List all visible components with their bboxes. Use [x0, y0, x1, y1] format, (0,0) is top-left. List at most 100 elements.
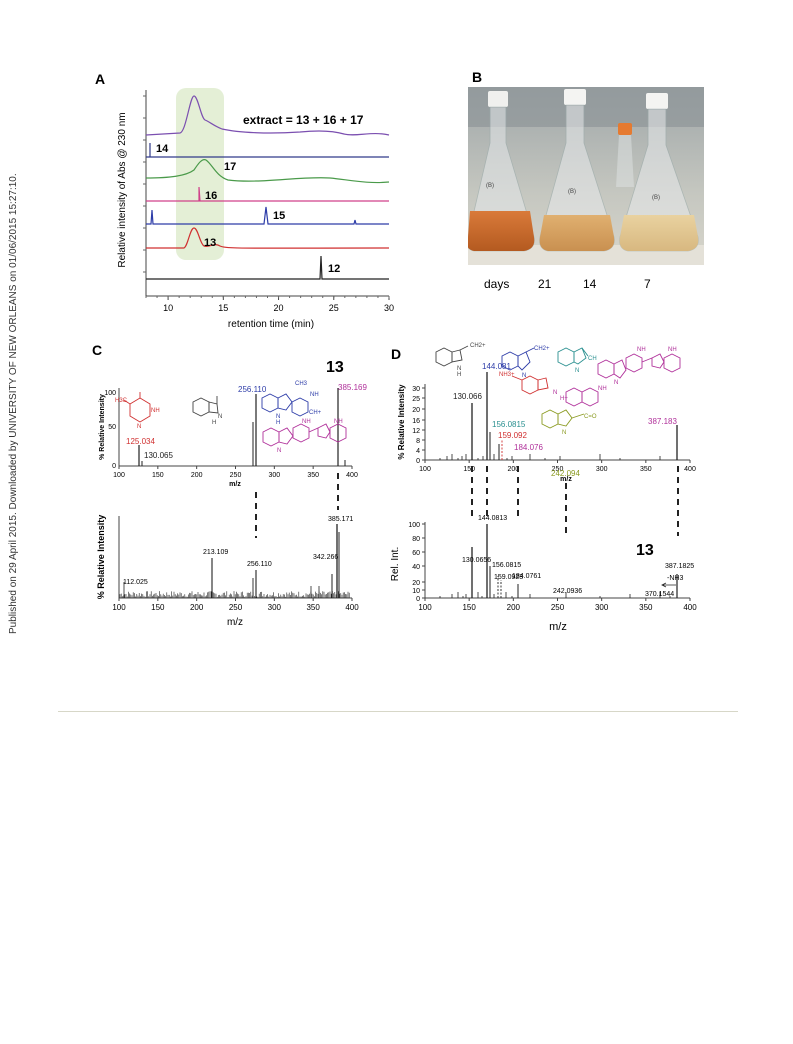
d-s1-ch: CH2+ [470, 343, 486, 349]
d-top-x-label-100: 100 [419, 466, 431, 473]
c-top-peak-label-125: 125.034 [126, 437, 155, 446]
c-top-x-label-200: 200 [191, 472, 203, 479]
a-xtick-label-10: 10 [163, 303, 173, 313]
d-top-minor-peaks [439, 454, 661, 460]
c-top-ytick-100: 100 [104, 390, 116, 397]
d-loss-label: -NH3 [667, 575, 683, 582]
side-download-note: Published on 29 April 2015. Downloaded b… [0, 0, 30, 1044]
y-axis-ticks [143, 95, 146, 273]
d-top-peak-label-156: 156.0815 [492, 420, 526, 429]
d-top-ytick-label-16: 16 [412, 418, 420, 425]
trace-17 [145, 159, 390, 184]
c-s4-nh: NH [302, 419, 311, 425]
c-bottom-xlabel: m/z [227, 617, 243, 628]
d-top-ytick-label-20: 20 [412, 407, 420, 414]
c-bottom-peak-label-256: 256.110 [247, 561, 272, 568]
d-top-ytick-label-12: 12 [412, 428, 420, 435]
d-s6-n: N [614, 380, 618, 386]
day-14: 14 [583, 277, 597, 291]
c-bottom-peak-label-342: 342.266 [313, 554, 338, 561]
retention-highlight [176, 88, 224, 260]
c-top-ytick-0: 0 [112, 463, 116, 470]
d-top-ytick-label-4: 4 [416, 448, 420, 455]
trace-label-16: 16 [205, 190, 217, 202]
d-top-ytick-label-8: 8 [416, 438, 420, 445]
panel-a: A 10 15 20 25 30 Relative intensity of Abs @… [95, 71, 394, 330]
d-top-peak-label-242: 242.094 [551, 469, 580, 478]
panel-a-label: A [95, 71, 105, 87]
flask-photo: (B) (B) (B) [468, 87, 704, 265]
c-bottom-ylabel: % Relative Intensity [96, 515, 106, 600]
trace-label-15: 15 [273, 210, 285, 222]
c-bottom-x-label-350: 350 [306, 603, 320, 612]
flask-1-note: (B) [486, 183, 494, 189]
d-bottom-peak-label-370: 370.1544 [645, 591, 674, 598]
d-bottom-ytick-label-80: 80 [412, 536, 420, 543]
day-7: 7 [644, 277, 651, 291]
y-axis-label: Relative intensity of Abs @ 230 nm [117, 112, 128, 267]
a-xtick-label-20: 20 [274, 303, 284, 313]
d-bottom-ylabel: Rel. Int. [390, 547, 401, 581]
x-axis-ticks: 10 15 20 25 30 [145, 296, 394, 313]
d-bottom-x-label-350: 350 [639, 603, 653, 612]
d-bottom-peak-label-184: 184.0761 [512, 573, 541, 580]
flask-14-days: (B) [539, 89, 615, 252]
c-top-ytick-50: 50 [108, 424, 116, 431]
trace-13 [146, 227, 390, 249]
trace-16 [146, 186, 389, 202]
flask-7-days: (B) [619, 93, 699, 252]
trace-extract [145, 95, 390, 136]
d-top-ytick-label-25: 25 [412, 396, 420, 403]
orange-cap [618, 123, 632, 135]
c-s4-n: N [277, 448, 281, 454]
d-bottom-x-label-150: 150 [462, 603, 476, 612]
c-s4-nh2: NH [334, 419, 343, 425]
panel-c: C % Relative Intensity 100 50 0 100 150 20… [92, 342, 367, 628]
d-bottom-peak-label-130: 130.0656 [462, 557, 491, 564]
c-top-xlabel: m/z [229, 481, 241, 488]
d-s2-ch: CH2+ [534, 346, 550, 352]
d-compound-label: 13 [636, 542, 654, 559]
a-xtick-label-25: 25 [329, 303, 339, 313]
d-top-peak-label-144: 144.081 [482, 362, 511, 371]
c-top-x-label-300: 300 [268, 472, 280, 479]
d-s4-nh3: NH3+ [499, 372, 515, 378]
panel-b: B days 21 14 7 [472, 69, 651, 291]
d-top-xlabel: m/z [560, 476, 572, 483]
c-bottom-x-label-300: 300 [268, 603, 282, 612]
c-top-peak-label-385: 385.169 [338, 383, 367, 392]
c-struct-3: CH3 NH N H CH+ [261, 381, 322, 426]
d-top-ytick-label-30: 30 [412, 386, 420, 393]
d-bottom-ytick-label-20: 20 [412, 580, 420, 587]
panel-c-label: C [92, 342, 102, 358]
c-s2-h: H [212, 420, 216, 426]
d-bottom-x-label-100: 100 [418, 603, 432, 612]
page-divider [58, 711, 738, 712]
d-loss-arrow [661, 582, 676, 588]
c-top-x-label-400: 400 [346, 472, 358, 479]
d-s5-co: C=O [584, 414, 597, 420]
d-struct-6: NH N NH [597, 347, 681, 386]
c-bottom-peak-label-112: 112.025 [123, 579, 148, 586]
d-top-x-label-200: 200 [507, 466, 519, 473]
d-bottom-x-label-400: 400 [683, 603, 697, 612]
c-compound-label: 13 [326, 359, 344, 376]
c-struct-1: H3C NH N [115, 392, 160, 430]
trace-label-14: 14 [156, 143, 169, 155]
d-bottom-peak-label-156: 156.0815 [492, 562, 521, 569]
d-top-x-label-150: 150 [463, 466, 475, 473]
c-top-x-label-350: 350 [307, 472, 319, 479]
c-top-x-label-250: 250 [230, 472, 242, 479]
d-s7-h: H+ [560, 396, 568, 402]
d-bottom-ytick-label-40: 40 [412, 564, 420, 571]
a-xtick-label-30: 30 [384, 303, 394, 313]
panel-d-label: D [391, 346, 401, 362]
d-s1-n: N [457, 366, 461, 372]
d-bottom-ytick-label-60: 60 [412, 550, 420, 557]
c-bottom-x-label-400: 400 [345, 603, 359, 612]
d-bottom-ytick-label-10: 10 [412, 588, 420, 595]
c-s3-n: N [276, 414, 280, 420]
d-s6-nh: NH [637, 347, 646, 353]
